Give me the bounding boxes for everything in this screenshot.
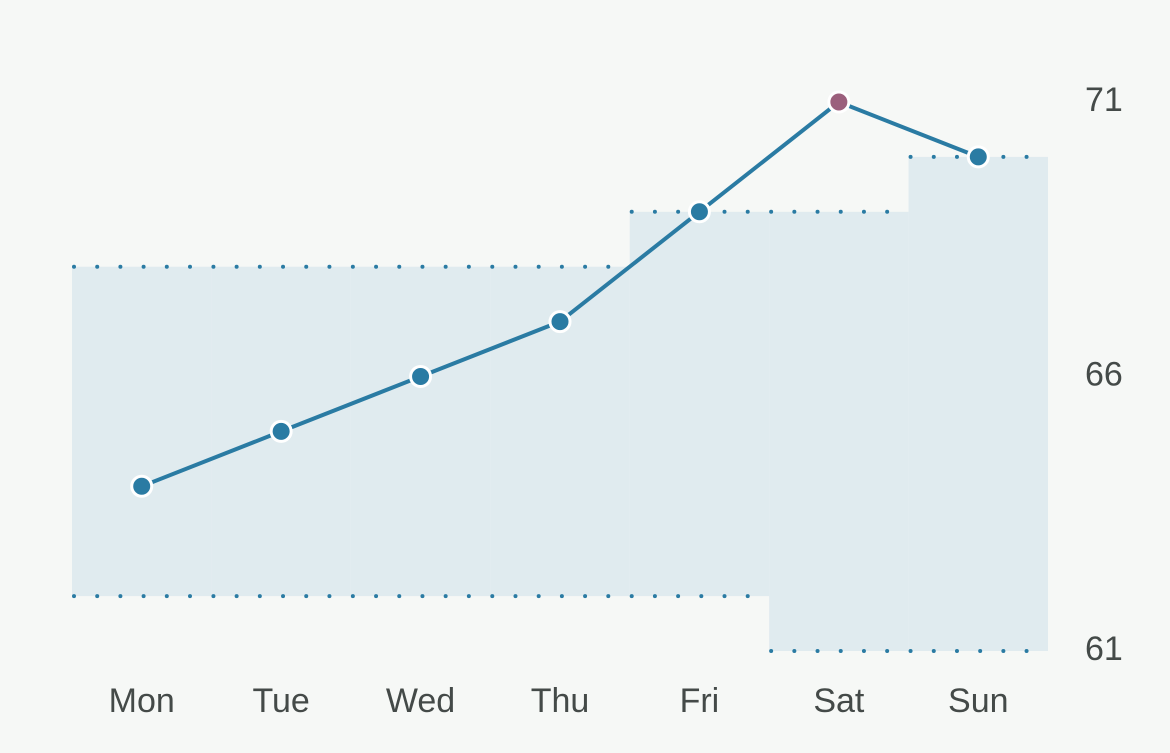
range-band (72, 266, 212, 597)
x-tick-label: Sun (948, 682, 1009, 720)
y-tick-label: 61 (1085, 630, 1123, 668)
x-tick-label: Mon (109, 682, 175, 720)
point (409, 365, 433, 388)
range-band (629, 211, 770, 597)
point (687, 200, 711, 224)
point (548, 310, 572, 334)
range-band (769, 211, 909, 652)
y-tick-label: 66 (1085, 355, 1123, 393)
x-tick-label: Tue (252, 682, 309, 720)
range-band (908, 156, 1048, 651)
point (966, 145, 990, 169)
x-tick-label: Sat (813, 682, 865, 720)
range-band (350, 266, 491, 597)
point (269, 419, 293, 443)
point (130, 474, 154, 498)
x-tick-label: Thu (531, 682, 590, 720)
point (827, 90, 851, 114)
x-tick-label: Fri (680, 682, 720, 720)
y-tick-label: 71 (1085, 81, 1123, 119)
x-tick-label: Wed (386, 682, 455, 720)
